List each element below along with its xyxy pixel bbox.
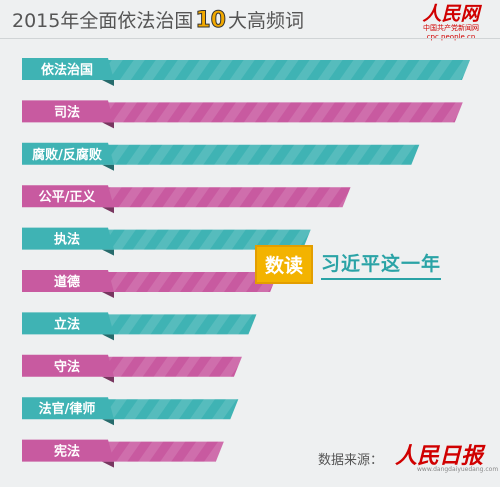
source-url: www.dangdaiyuedang.com [417,466,499,473]
bar-category-label: 司法 [54,104,80,120]
bar-ribbon [104,102,463,123]
bar-9: 法官/律师 [22,397,239,426]
bar-8: 守法 [22,354,242,383]
bar-1: 依法治国 [22,58,470,86]
tag-badge: 数读 [255,244,314,284]
title-number: 10 [195,8,227,34]
bar-ribbon [104,314,257,335]
bar-label-tab [22,354,114,377]
source-logo: 人民日报 www.dangdaiyuedang.com [395,438,499,474]
bar-label-tab [22,439,114,462]
bar-label-tab [22,397,114,420]
bar-fold [102,207,114,214]
title-suffix: 大高频词 [227,10,304,32]
bar-6: 道德 [22,270,279,298]
bar-label-tab [22,58,114,80]
logo-brand: 人民网 [422,3,480,25]
logo-url: cpc.people.cn [426,33,476,41]
bar-ribbon [104,144,420,165]
source-label: 数据来源： [318,453,384,468]
bar-category-label: 宪法 [54,444,80,460]
bar-10: 宪法 [22,439,224,468]
bar-fold [102,292,114,298]
bar-category-label: 腐败/反腐败 [32,147,102,163]
bar-fold [102,334,114,341]
bar-ribbon [104,356,242,377]
people-daily-logo: 人民网 中国共产党新闻网 cpc.people.cn [412,4,490,42]
bar-category-label: 立法 [54,316,80,332]
bar-2: 司法 [22,100,463,129]
bar-label-tab [22,142,114,165]
bar-ribbon [104,399,239,420]
bar-ribbon [104,272,279,292]
bar-fold [102,80,114,86]
bar-ribbon [104,441,224,462]
bar-category-label: 法官/律师 [39,401,96,417]
title-divider [0,38,500,39]
bar-7: 立法 [22,312,257,341]
title-prefix: 2015年全面依法治国 [12,10,194,32]
bar-fold [102,376,114,383]
logo-subtitle: 中国共产党新闻网 [423,24,479,32]
bar-ribbon [104,187,351,208]
bar-fold [102,419,114,426]
bar-category-label: 执法 [54,232,80,248]
bar-label-tab [22,270,114,292]
bar-3: 腐败/反腐败 [22,142,420,171]
bar-4: 公平/正义 [22,185,351,214]
source-brand: 人民日报 [395,443,484,469]
bar-fold [102,249,114,256]
bar-label-tab [22,312,114,335]
bar-category-label: 道德 [54,274,80,290]
bar-label-tab [22,100,114,123]
bar-category-label: 公平/正义 [39,189,97,205]
bar-fold [102,461,114,468]
bar-5: 执法 [22,227,311,256]
bar-category-label: 守法 [54,359,80,375]
bar-label-tab [22,227,114,250]
series-tag: 数读 习近平这一年 [255,244,442,284]
bar-label-tab [22,185,114,208]
bar-category-label: 依法治国 [41,62,93,78]
bar-fold [102,122,114,129]
page-title: 2015年全面依法治国10 大高频词 [12,6,304,34]
bar-ribbon [104,60,470,80]
bar-fold [102,164,114,171]
tag-text: 习近平这一年 [321,249,442,280]
